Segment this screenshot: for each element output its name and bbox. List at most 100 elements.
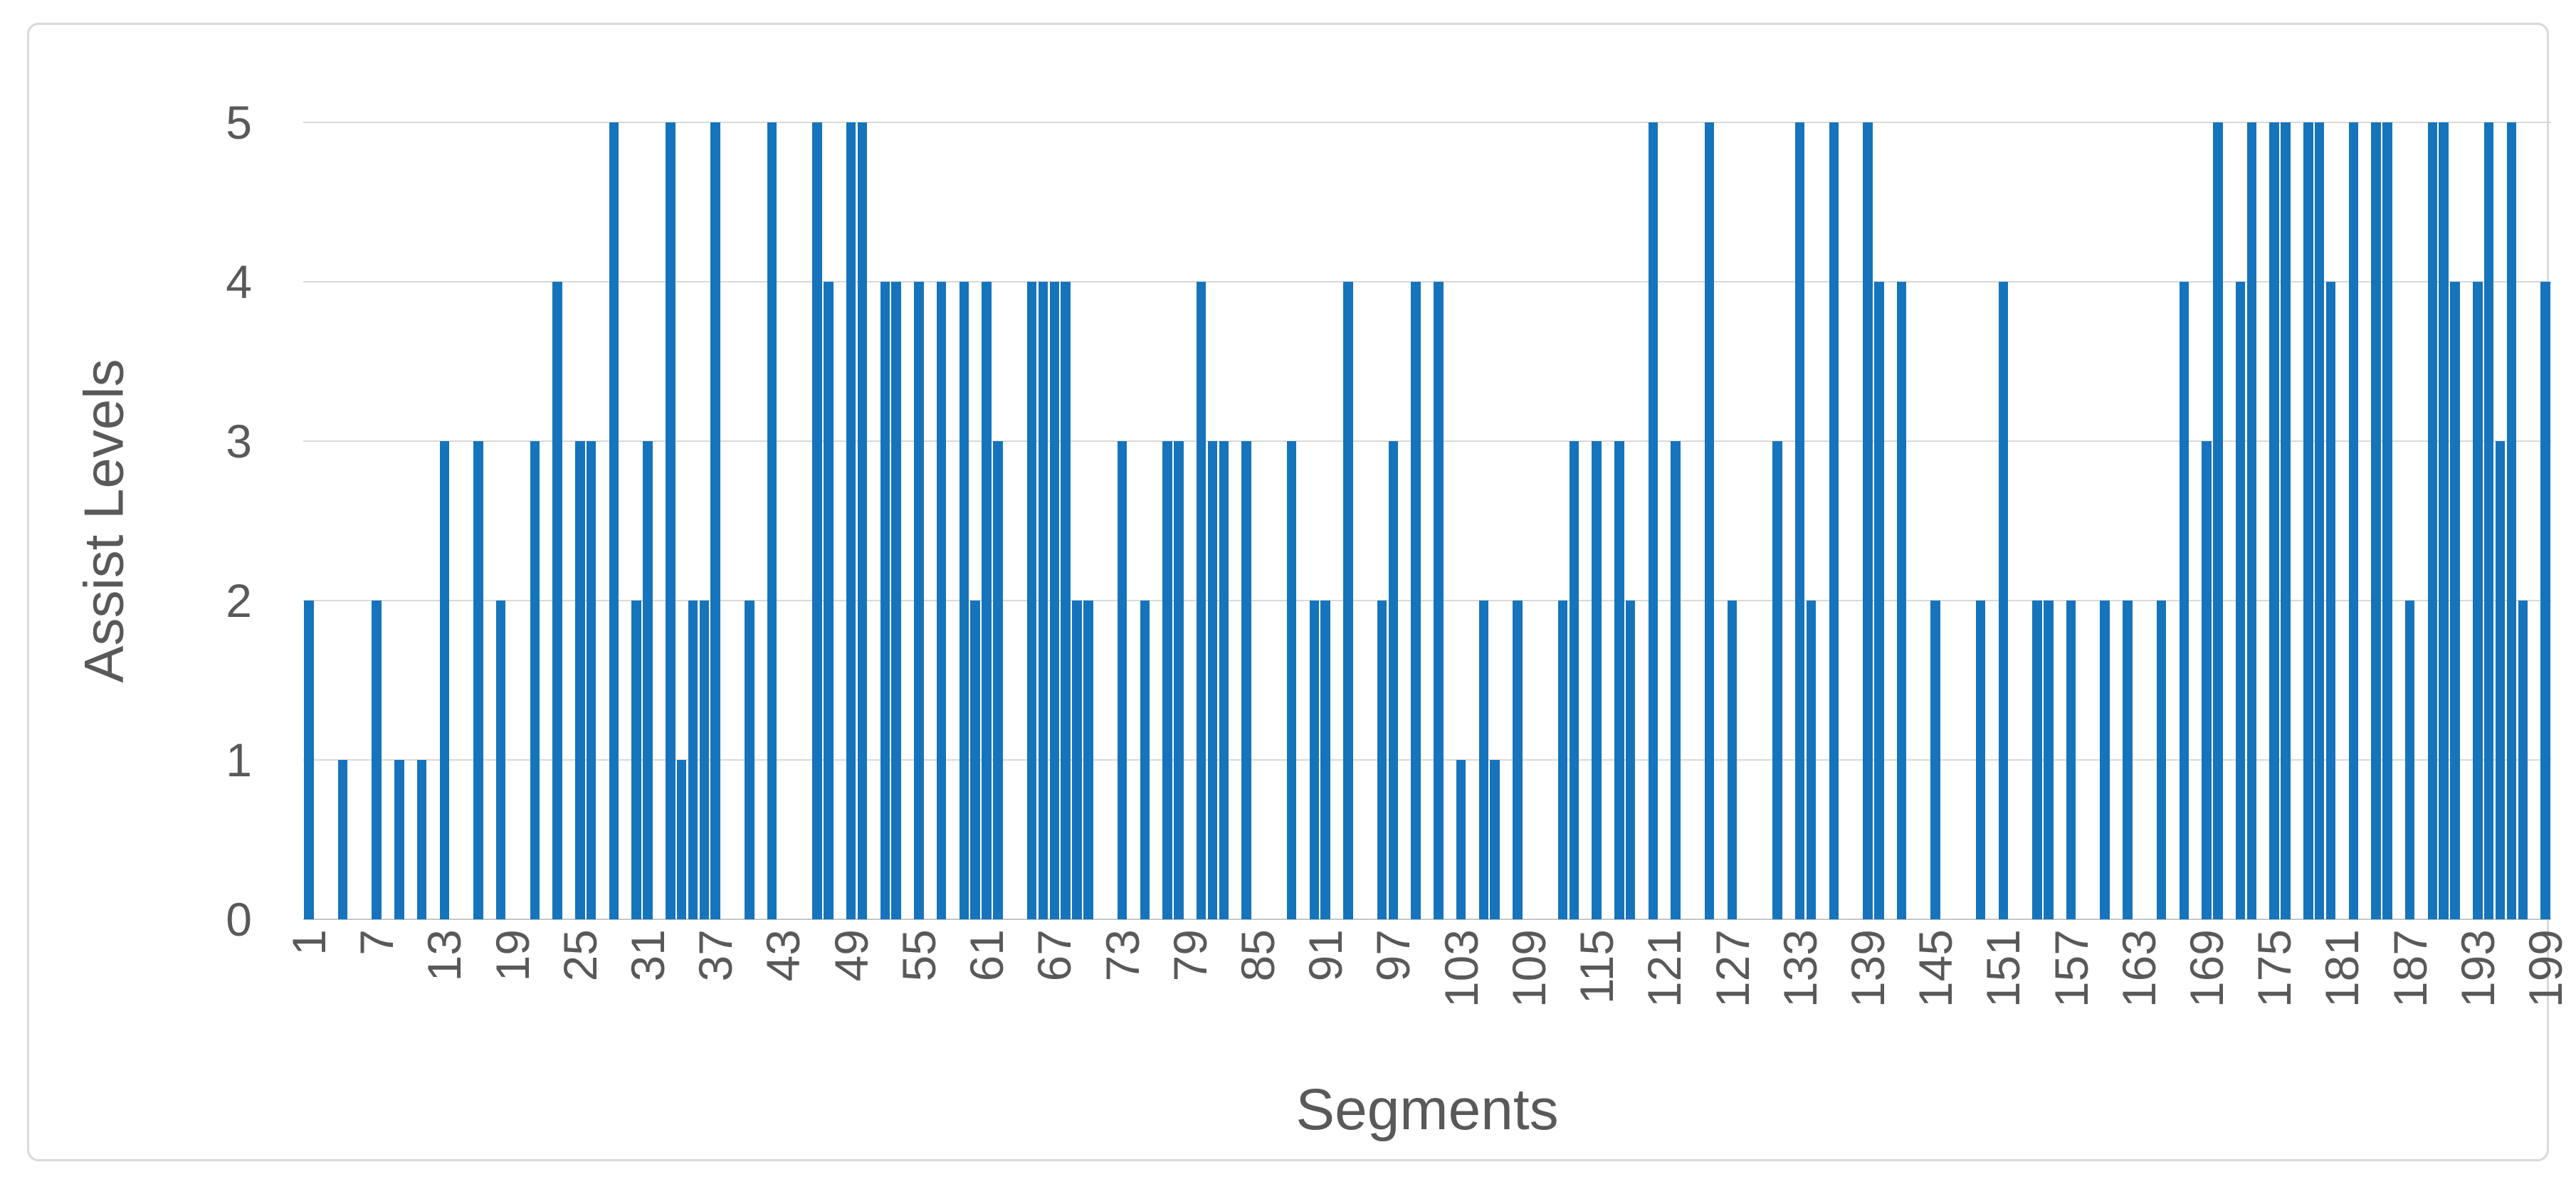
bar-segment-16 [473, 441, 483, 919]
x-tick-label-7: 7 [350, 929, 404, 956]
bar-segment-49 [846, 122, 856, 919]
gridline-y-1 [303, 759, 2551, 761]
bar-segment-99 [1411, 282, 1421, 919]
x-tick-label-37: 37 [689, 929, 742, 982]
x-tick-label-25: 25 [553, 929, 606, 982]
x-tick-label-151: 151 [1977, 929, 2030, 1008]
bar-segment-4 [337, 760, 348, 919]
bar-segment-176 [2281, 122, 2291, 919]
bar-segment-136 [1829, 122, 1839, 919]
x-tick-label-49: 49 [824, 929, 878, 982]
x-tick-label-169: 169 [2180, 929, 2233, 1008]
x-tick-label-85: 85 [1231, 929, 1284, 982]
bar-segment-194 [2483, 122, 2494, 919]
x-tick-label-67: 67 [1028, 929, 1081, 982]
bar-segment-145 [1930, 601, 1940, 919]
bar-segment-167 [2179, 282, 2189, 919]
bar-segment-179 [2314, 122, 2325, 919]
bar-segment-11 [416, 760, 427, 919]
bar-segment-33 [666, 122, 675, 919]
bar-segment-53 [891, 282, 901, 919]
bar-segment-115 [1592, 441, 1602, 919]
bar-segment-96 [1377, 601, 1387, 919]
y-tick-label-1: 1 [226, 734, 252, 786]
bar-segment-66 [1038, 282, 1048, 919]
bar-segment-162 [2123, 601, 2133, 919]
x-tick-label-13: 13 [418, 929, 471, 982]
bar-segment-31 [643, 441, 653, 919]
bar-segment-112 [1557, 601, 1568, 919]
x-tick-label-163: 163 [2112, 929, 2165, 1008]
bar-segment-149 [1975, 601, 1986, 919]
bar-segment-61 [982, 282, 992, 919]
gridline-y-3 [303, 440, 2551, 442]
bar-segment-157 [2066, 601, 2076, 919]
bar-segment-78 [1174, 441, 1184, 919]
bar-segment-103 [1456, 760, 1466, 919]
x-tick-label-19: 19 [485, 929, 539, 982]
bar-segment-50 [857, 122, 868, 919]
bar-segment-196 [2506, 122, 2517, 919]
bar-segment-7 [372, 601, 382, 919]
bar-segment-175 [2269, 122, 2279, 919]
x-tick-label-133: 133 [1773, 929, 1826, 1008]
bar-segment-88 [1286, 441, 1297, 919]
x-tick-label-115: 115 [1570, 929, 1623, 1005]
bar-segment-172 [2235, 282, 2246, 919]
bar-segment-70 [1083, 601, 1093, 919]
bar-segment-75 [1140, 601, 1150, 919]
bar-segment-160 [2100, 601, 2110, 919]
bar-segment-67 [1049, 282, 1060, 919]
x-axis-line [303, 919, 2551, 920]
bar-segment-184 [2371, 122, 2381, 919]
bar-segment-120 [1648, 122, 1658, 919]
bar-segment-84 [1241, 441, 1251, 919]
x-axis-title: Segments [1295, 1077, 1559, 1142]
bar-segment-21 [530, 441, 540, 919]
bar-segment-169 [2202, 441, 2212, 919]
bar-segment-193 [2473, 282, 2483, 919]
bar-segment-185 [2382, 122, 2392, 919]
bar-segment-113 [1569, 441, 1579, 919]
bar-segment-25 [575, 441, 585, 919]
bar-segment-117 [1614, 441, 1624, 919]
bar-segment-52 [880, 282, 890, 919]
bar-segment-36 [699, 601, 710, 919]
bar-segment-142 [1896, 282, 1907, 919]
x-tick-label-127: 127 [1705, 929, 1759, 1008]
bar-segment-90 [1309, 601, 1320, 919]
bar-segment-47 [824, 282, 834, 919]
bar-segment-191 [2450, 282, 2460, 919]
bar-segment-187 [2404, 601, 2415, 919]
bar-segment-34 [676, 760, 687, 919]
bar-segment-139 [1863, 122, 1873, 919]
bar-segment-65 [1026, 282, 1037, 919]
bar-segment-37 [710, 122, 720, 919]
x-tick-label-175: 175 [2248, 929, 2301, 1008]
bar-segment-77 [1162, 441, 1172, 919]
x-tick-label-121: 121 [1638, 929, 1691, 1008]
x-tick-label-91: 91 [1299, 929, 1352, 982]
bar-segment-151 [1998, 282, 2009, 919]
x-tick-label-1: 1 [282, 929, 335, 956]
x-tick-label-61: 61 [960, 929, 1014, 982]
bar-segment-46 [812, 122, 822, 919]
bar-segment-42 [767, 122, 777, 919]
bar-segment-55 [914, 282, 924, 919]
y-tick-label-2: 2 [226, 574, 252, 627]
bar-segment-165 [2156, 601, 2167, 919]
bar-segment-140 [1874, 282, 1884, 919]
x-tick-label-79: 79 [1163, 929, 1216, 982]
bar-segment-125 [1704, 122, 1715, 919]
bar-segment-178 [2303, 122, 2313, 919]
y-tick-label-3: 3 [226, 415, 252, 467]
bar-segment-173 [2246, 122, 2257, 919]
bar-segment-60 [970, 601, 980, 919]
bar-segment-118 [1625, 601, 1636, 919]
x-tick-label-199: 199 [2519, 929, 2572, 1008]
x-tick-label-157: 157 [2044, 929, 2098, 1008]
gridline-y-2 [303, 600, 2551, 601]
bar-segment-35 [688, 601, 698, 919]
bar-segment-9 [394, 760, 404, 919]
